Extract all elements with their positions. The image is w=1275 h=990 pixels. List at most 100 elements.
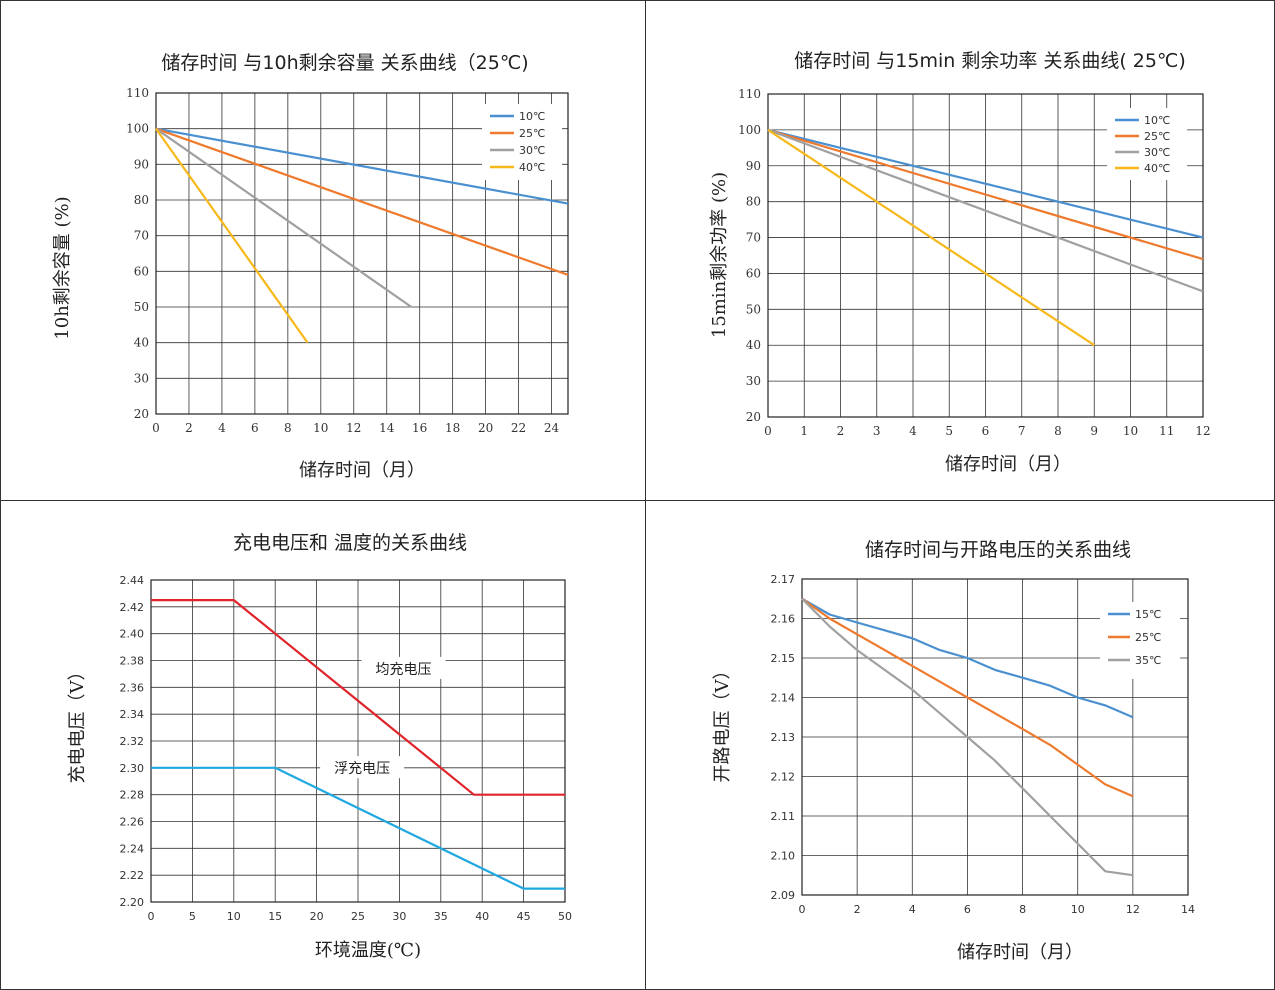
y-tick-label: 20 (134, 407, 149, 421)
y-tick-label: 2.09 (771, 889, 796, 902)
series-line (801, 597, 1134, 798)
x-tick-label: 2 (837, 424, 845, 438)
y-tick-label: 2.17 (771, 573, 796, 586)
series-line (151, 598, 565, 796)
plot-area-border (155, 92, 569, 415)
chart-charge-voltage-temp: 充电电压和 温度的关系曲线 环境温度(℃) 充电电压（V） 0 5 10 15 20 25… (67, 532, 572, 961)
x-tick-label: 4 (218, 421, 226, 435)
legend: 15℃ 25℃ 35℃ (1100, 602, 1180, 679)
y-tick-label: 2.38 (120, 655, 145, 668)
x-tick-label: 8 (1019, 903, 1026, 916)
legend: 10℃ 25℃ 30℃ 40℃ (1107, 108, 1187, 180)
y-tick-label: 2.28 (120, 789, 145, 802)
chart-title: 充电电压和 温度的关系曲线 (233, 532, 467, 554)
annotation-box (320, 756, 405, 779)
x-tick-label: 0 (148, 910, 155, 923)
x-tick-label: 4 (909, 424, 917, 438)
y-tick-label: 2.24 (120, 842, 145, 855)
x-tick-label: 14 (379, 421, 395, 435)
y-tick-label: 80 (746, 195, 761, 209)
y-tick-label: 80 (134, 193, 149, 207)
x-tick-label: 11 (1159, 424, 1174, 438)
y-axis-label: 充电电压（V） (67, 663, 88, 784)
y-tick-label: 2.42 (120, 601, 145, 614)
annotation-label: 浮充电压 (334, 761, 390, 777)
x-tick-label: 10 (227, 910, 241, 923)
plot-area-border (801, 578, 1189, 896)
x-tick-label: 35 (434, 910, 448, 923)
y-tick-label: 2.30 (120, 762, 145, 775)
y-tick-label: 2.44 (120, 574, 145, 587)
y-tick-label: 30 (134, 371, 149, 385)
x-tick-label: 12 (346, 421, 361, 435)
series-line (155, 127, 569, 205)
y-tick-label: 100 (126, 122, 149, 136)
x-tick-label: 0 (764, 424, 772, 438)
y-tick-label: 90 (134, 157, 149, 171)
x-axis-label: 储存时间（月） (957, 942, 1083, 963)
x-tick-label: 40 (475, 910, 489, 923)
y-tick-label: 30 (746, 374, 761, 388)
x-tick-label: 12 (1195, 424, 1210, 438)
y-axis-label: 10h剩余容量 (%) (52, 196, 73, 339)
series-line (155, 127, 413, 308)
x-tick-label: 10 (1123, 424, 1138, 438)
y-tick-label: 70 (746, 231, 761, 245)
series-line (767, 128, 1095, 347)
x-axis-label: 储存时间（月） (299, 460, 425, 481)
series-line (801, 597, 1134, 719)
x-tick-label: 20 (310, 910, 324, 923)
legend-label: 25℃ (1135, 631, 1161, 644)
y-tick-label: 60 (134, 264, 149, 278)
x-axis-label: 储存时间（月） (945, 454, 1071, 475)
legend-label: 30℃ (1144, 146, 1170, 159)
legend-label: 15℃ (1135, 608, 1161, 621)
y-tick-label: 40 (746, 338, 761, 352)
y-tick-label: 40 (134, 336, 149, 350)
x-tick-label: 14 (1181, 903, 1195, 916)
x-tick-label: 25 (351, 910, 365, 923)
y-axis-label: 15min剩余功率 (%) (709, 172, 730, 338)
legend-label: 30℃ (519, 144, 545, 157)
y-tick-label: 50 (746, 302, 761, 316)
y-tick-label: 70 (134, 229, 149, 243)
series-line (155, 128, 309, 344)
legend-label: 35℃ (1135, 654, 1161, 667)
y-tick-label: 2.34 (120, 708, 145, 721)
chart-power-15min: 储存时间 与15min 剩余功率 关系曲线( 25℃) 储存时间（月） 15mi… (709, 50, 1211, 475)
chart-title: 储存时间与开路电压的关系曲线 (865, 539, 1131, 561)
y-tick-label: 2.15 (771, 652, 796, 665)
x-tick-label: 10 (313, 421, 328, 435)
legend-label: 40℃ (1144, 162, 1170, 175)
series-line (767, 128, 1204, 261)
x-tick-label: 5 (189, 910, 196, 923)
series-line (767, 128, 1204, 239)
legend-label: 25℃ (1144, 130, 1170, 143)
legend-label: 10℃ (519, 110, 545, 123)
y-tick-label: 50 (134, 300, 149, 314)
x-tick-label: 8 (284, 421, 292, 435)
y-tick-label: 2.26 (120, 816, 145, 829)
y-tick-label: 60 (746, 266, 761, 280)
x-tick-label: 6 (982, 424, 990, 438)
x-tick-label: 15 (268, 910, 282, 923)
x-tick-label: 6 (251, 421, 259, 435)
x-tick-label: 22 (511, 421, 526, 435)
y-axis-label: 开路电压（V） (712, 662, 733, 783)
x-tick-label: 24 (544, 421, 560, 435)
y-tick-label: 110 (738, 87, 761, 101)
x-tick-label: 8 (1054, 424, 1062, 438)
annotation-box (361, 656, 446, 679)
x-tick-label: 2 (185, 421, 193, 435)
x-tick-label: 18 (445, 421, 460, 435)
x-tick-label: 9 (1090, 424, 1098, 438)
series-line (155, 127, 569, 276)
y-tick-label: 2.22 (120, 869, 145, 882)
legend-label: 10℃ (1144, 114, 1170, 127)
x-tick-label: 30 (392, 910, 406, 923)
y-tick-label: 2.13 (771, 731, 796, 744)
y-tick-label: 2.16 (771, 613, 796, 626)
legend-label: 40℃ (519, 161, 545, 174)
legend-label: 25℃ (519, 127, 545, 140)
